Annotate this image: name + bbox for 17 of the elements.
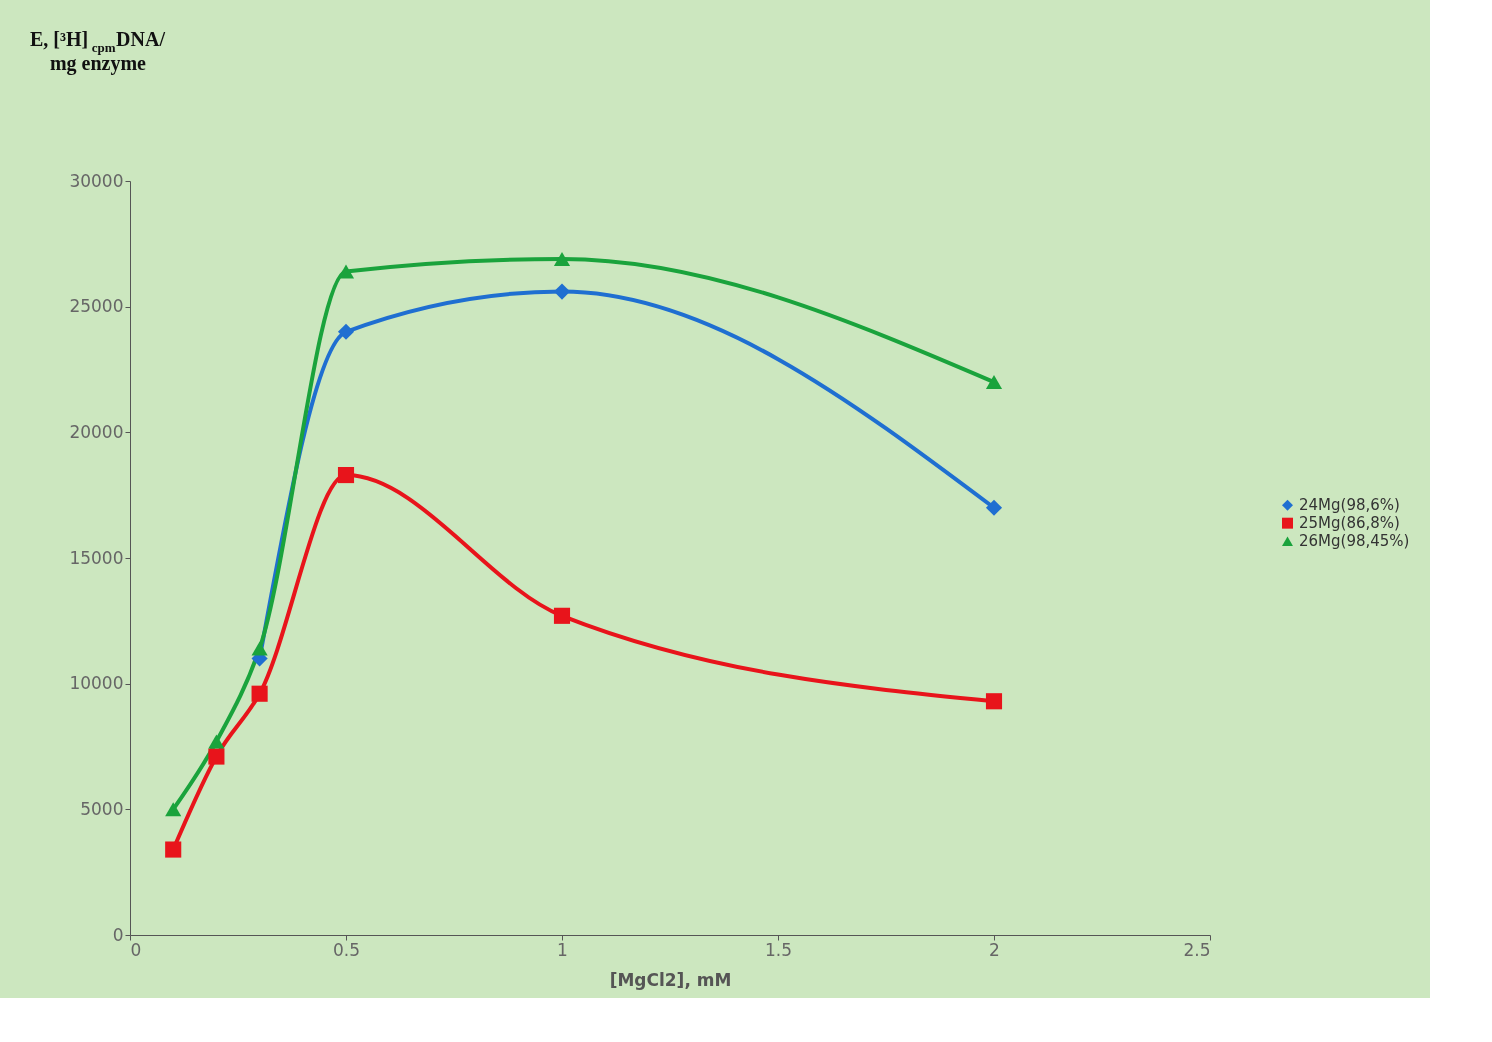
- x-tick-label: 1: [557, 939, 568, 960]
- y-tick-label: 0: [112, 924, 124, 945]
- x-axis-title: [MgCl2], mM: [609, 969, 732, 990]
- x-tick-label: 2.5: [1183, 939, 1211, 960]
- y-tick-label: 20000: [69, 421, 124, 442]
- y-tick-label: 5000: [80, 798, 124, 819]
- y-tick-label: 15000: [69, 547, 124, 568]
- legend-label: 26Mg(98,45%): [1299, 532, 1410, 551]
- legend-label: 25Mg(86,8%): [1299, 514, 1400, 533]
- y-tick-label: 30000: [69, 170, 124, 191]
- legend-label: 24Mg(98,6%): [1299, 496, 1400, 515]
- x-tick-label: 0.5: [332, 939, 361, 960]
- x-tick-label: 0: [130, 939, 142, 960]
- y-tick-label: 10000: [69, 673, 124, 694]
- x-tick-label: 2: [989, 939, 1000, 960]
- x-tick-label: 1.5: [764, 939, 793, 960]
- y-tick-label: 25000: [69, 296, 124, 317]
